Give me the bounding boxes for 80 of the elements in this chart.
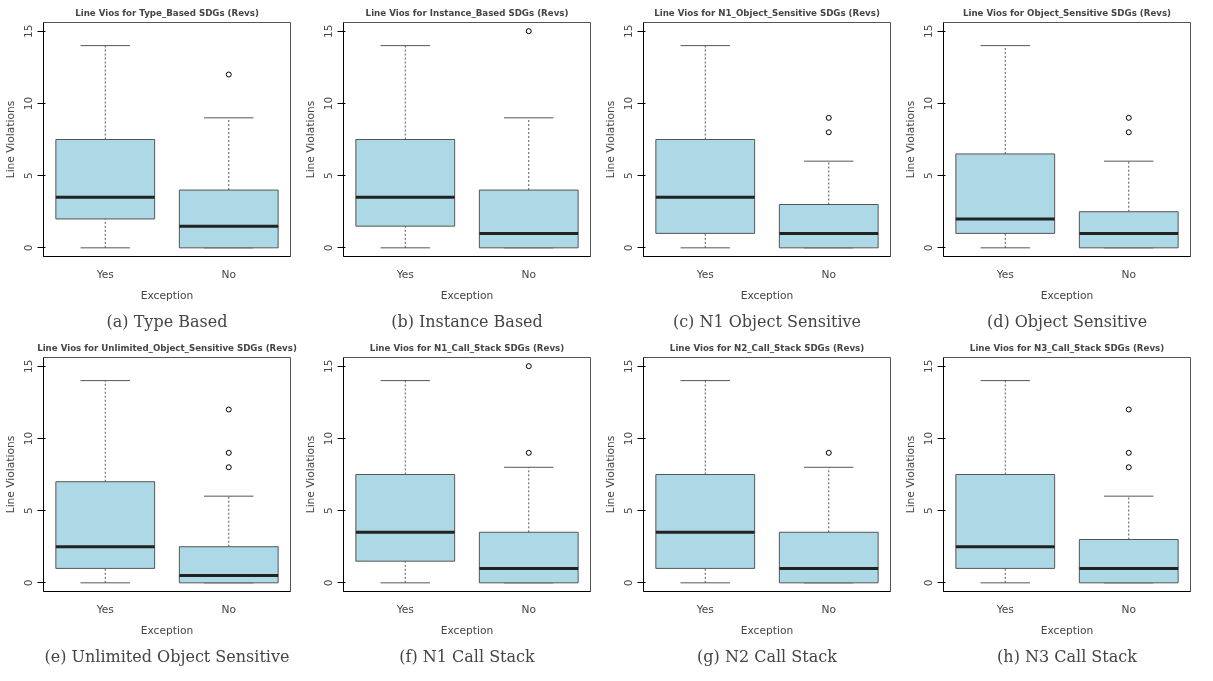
y-axis-title: Line Violations	[903, 435, 917, 514]
x-tick-label: No	[1121, 267, 1136, 281]
chart-title: Line Vios for N2_Call_Stack SDGs (Revs)	[669, 342, 865, 353]
x-axis-title: Exception	[440, 288, 494, 302]
y-tick-label: 15	[322, 24, 336, 38]
y-axis-title: Line Violations	[603, 100, 617, 179]
chart-title: Line Vios for Instance_Based SDGs (Revs)	[365, 7, 569, 18]
y-tick-label: 5	[922, 507, 936, 514]
y-tick-label: 5	[22, 172, 36, 179]
y-tick-label: 0	[922, 579, 936, 587]
x-axis-title: Exception	[140, 623, 194, 637]
y-tick-label: 0	[922, 244, 936, 252]
chart-title: Line Vios for Object_Sensitive SDGs (Revs)	[962, 7, 1172, 18]
y-tick-label: 5	[322, 507, 336, 514]
x-tick-label: No	[1121, 602, 1136, 616]
y-tick-label: 15	[622, 359, 636, 373]
y-tick-label: 5	[622, 172, 636, 179]
text: (h) N3 Call Stack	[997, 646, 1138, 666]
x-axis-title: Exception	[140, 288, 194, 302]
text: (e) Unlimited Object Sensitive	[44, 646, 290, 666]
x-axis-title: Exception	[740, 623, 794, 637]
y-tick-label: 10	[922, 431, 936, 446]
y-tick-label: 10	[22, 431, 36, 446]
y-tick-label: 10	[22, 96, 36, 111]
y-tick-label: 0	[622, 579, 636, 587]
y-tick-label: 0	[322, 244, 336, 252]
x-tick-label: No	[521, 602, 536, 616]
y-tick-label: 5	[322, 172, 336, 179]
x-axis-title: Exception	[440, 623, 494, 637]
y-axis-title: Line Violations	[303, 435, 317, 514]
x-tick-label: No	[521, 267, 536, 281]
y-axis-title: Line Violations	[3, 100, 17, 179]
y-tick-label: 15	[922, 24, 936, 38]
text: (b) Instance Based	[391, 311, 543, 331]
y-tick-label: 10	[622, 431, 636, 446]
y-tick-label: 15	[922, 359, 936, 373]
y-tick-label: 5	[922, 172, 936, 179]
text: (d) Object Sensitive	[986, 311, 1148, 331]
x-axis-title: Exception	[740, 288, 794, 302]
chart-title: Line Vios for Type_Based SDGs (Revs)	[75, 7, 259, 18]
text: (a) Type Based	[106, 311, 228, 331]
y-tick-label: 10	[622, 96, 636, 111]
y-tick-label: 0	[22, 579, 36, 587]
x-tick-label: Yes	[995, 267, 1015, 281]
y-axis-title: Line Violations	[3, 435, 17, 514]
x-tick-label: No	[821, 602, 836, 616]
y-tick-label: 0	[622, 244, 636, 252]
text: (c) N1 Object Sensitive	[672, 311, 862, 331]
x-tick-label: No	[821, 267, 836, 281]
x-tick-label: No	[221, 267, 236, 281]
y-axis-title: Line Violations	[303, 100, 317, 179]
y-tick-label: 0	[22, 244, 36, 252]
y-tick-label: 10	[322, 96, 336, 111]
x-tick-label: Yes	[395, 602, 415, 616]
y-tick-label: 15	[622, 24, 636, 38]
y-tick-label: 15	[22, 359, 36, 373]
x-tick-label: No	[221, 602, 236, 616]
y-axis-title: Line Violations	[903, 100, 917, 179]
y-tick-label: 10	[922, 96, 936, 111]
chart-title: Line Vios for N3_Call_Stack SDGs (Revs)	[969, 342, 1165, 353]
y-tick-label: 0	[322, 579, 336, 587]
x-tick-label: Yes	[95, 602, 115, 616]
y-tick-label: 10	[322, 431, 336, 446]
y-tick-label: 15	[22, 24, 36, 38]
x-tick-label: Yes	[695, 267, 715, 281]
chart-title: Line Vios for N1_Object_Sensitive SDGs (Revs)	[654, 7, 880, 18]
x-axis-title: Exception	[1040, 288, 1094, 302]
y-tick-label: 15	[322, 359, 336, 373]
chart-title: Line Vios for N1_Call_Stack SDGs (Revs)	[369, 342, 565, 353]
x-tick-label: Yes	[995, 602, 1015, 616]
text: (g) N2 Call Stack	[697, 646, 838, 666]
y-tick-label: 5	[622, 507, 636, 514]
y-axis-title: Line Violations	[603, 435, 617, 514]
x-axis-title: Exception	[1040, 623, 1094, 637]
x-tick-label: Yes	[95, 267, 115, 281]
x-tick-label: Yes	[695, 602, 715, 616]
x-tick-label: Yes	[395, 267, 415, 281]
chart-title: Line Vios for Unlimited_Object_Sensitive SDGs (Revs)	[37, 342, 297, 353]
text: (f) N1 Call Stack	[399, 646, 536, 666]
y-tick-label: 5	[22, 507, 36, 514]
